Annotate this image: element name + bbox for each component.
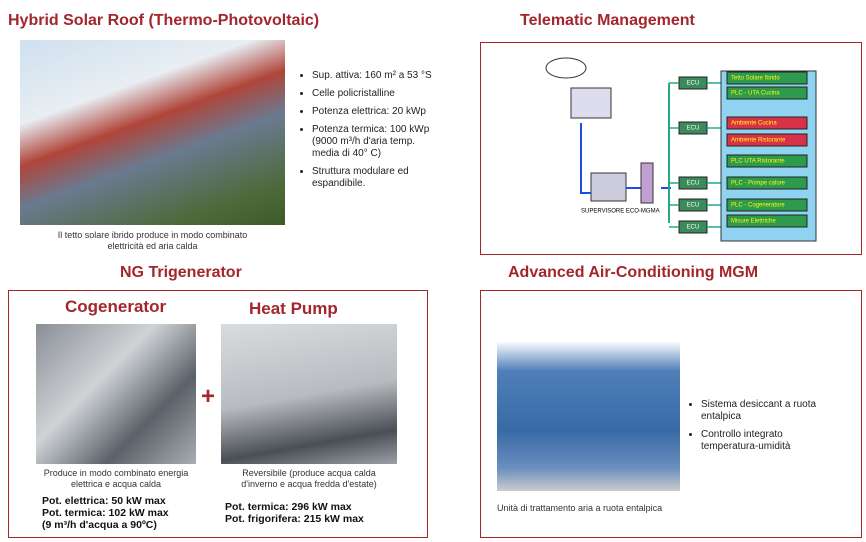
device-label: PLC - Cogeneratore (731, 203, 785, 209)
text-line: Sistema desiccant a ruota (701, 399, 817, 410)
server (570, 87, 612, 119)
text-line: Pot. termica: 296 kW max (225, 501, 352, 513)
panel-box: Cogenerator Heat Pump + Produce in modo … (8, 290, 428, 538)
ecu-label: ECU (687, 225, 700, 231)
device-box (726, 198, 808, 212)
text-line: (9000 m³/h d'aria temp. (312, 136, 416, 147)
bullet-list: Sup. attiva: 160 m² a 53 °S Celle policri… (300, 70, 487, 196)
caption: Produce in modo combinato energia elettri… (26, 468, 206, 490)
panel-box: SUPERVISORE ECO-MGMA ECU ECU ECU ECU ECU Tetto… (480, 42, 862, 255)
ecu-label: ECU (687, 181, 700, 187)
panel-title: Hybrid Solar Roof (Thermo-Photovoltaic) (8, 12, 320, 29)
device-label: Tetto Solare Ibrido (731, 76, 780, 82)
device-box (726, 71, 808, 85)
text-line: elettricità ed aria calda (107, 241, 198, 251)
diagram: SUPERVISORE ECO-MGMA ECU ECU ECU ECU ECU Tetto… (545, 57, 817, 242)
device-box (726, 154, 808, 168)
ecu-label: ECU (687, 126, 700, 132)
cloud (545, 57, 587, 79)
device-label: PLC - UTA Cucina (731, 91, 780, 97)
caption: Reversibile (produce acqua calda d'invern… (214, 468, 404, 490)
bullet: Sup. attiva: 160 m² a 53 °S (312, 70, 487, 82)
panel-title: Advanced Air-Conditioning MGM (508, 264, 759, 281)
text-line: Potenza termica: 100 kWp (312, 124, 430, 135)
text-line: Unità di trattamento aria a ruota entalp… (497, 503, 663, 513)
text-line: espandibile. (312, 178, 366, 189)
bullet: Celle policristalline (312, 88, 487, 100)
device-box (726, 176, 808, 190)
text-line: Pot. elettrica: 50 kW max (42, 495, 166, 507)
caption: Unità di trattamento aria a ruota entalp… (497, 503, 662, 514)
text-line: elettrica e acqua calda (70, 479, 162, 489)
text-line: Celle policristalline (312, 88, 395, 99)
text-line: Pot. termica: 102 kW max (42, 507, 169, 519)
text-line: Potenza elettrica: 20 kWp (312, 106, 426, 117)
text-line: d'inverno e acqua fredda d'estate) (241, 479, 377, 489)
device-box (726, 214, 808, 228)
text-line: Il tetto solare ibrido produce in modo c… (57, 230, 248, 240)
text-line: Reversibile (produce acqua calda (242, 468, 376, 478)
panel-title: NG Trigenerator (120, 264, 242, 281)
sub-title: Heat Pump (249, 299, 338, 318)
text-line: (9 m³/h d'acqua a 90ºC) (42, 519, 157, 531)
text-line: media di 40° C) (312, 148, 382, 159)
bullet: Potenza elettrica: 20 kWp (312, 106, 487, 118)
switch (640, 162, 654, 204)
device-label: Ambiente Ristorante (731, 138, 786, 144)
device-box (726, 116, 808, 130)
node-label: SUPERVISORE ECO-MGMA (581, 209, 660, 215)
text-line: Struttura modulare ed (312, 166, 409, 177)
photo (497, 341, 680, 491)
ecu-label: ECU (687, 203, 700, 209)
text-line: Produce in modo combinato energia (43, 468, 189, 478)
caption: Il tetto solare ibrido produce in modo c… (20, 230, 285, 252)
device-box (726, 86, 808, 100)
text-line: entalpica (701, 411, 742, 422)
text-line: temperatura-umidità (701, 441, 791, 452)
device-label: PLC UTA Ristorante (731, 159, 785, 165)
plus-sign: + (201, 383, 216, 410)
photo (36, 324, 196, 464)
text-line: Pot. frigorifera: 215 kW max (225, 513, 364, 525)
bullet: Potenza termica: 100 kWp(9000 m³/h d'ari… (312, 124, 487, 160)
device-label: PLC - Pompe calore (731, 181, 786, 187)
specs: Pot. termica: 296 kW max Pot. frigorifera… (225, 501, 364, 525)
device-label: Ambiente Cucina (731, 121, 777, 127)
photo (20, 40, 285, 225)
text-line: Controllo integrato (701, 429, 783, 440)
panel-title: Telematic Management (520, 12, 695, 29)
device-box (726, 133, 808, 147)
text-line: Sup. attiva: 160 m² a 53 °S (312, 70, 432, 81)
ecu-label: ECU (687, 81, 700, 87)
specs: Pot. elettrica: 50 kW max Pot. termica: 1… (42, 495, 169, 531)
device-label: Misure Elettriche (731, 219, 776, 225)
sub-title: Cogenerator (65, 297, 167, 316)
photo (221, 324, 397, 464)
supervisor-pc (590, 172, 627, 202)
